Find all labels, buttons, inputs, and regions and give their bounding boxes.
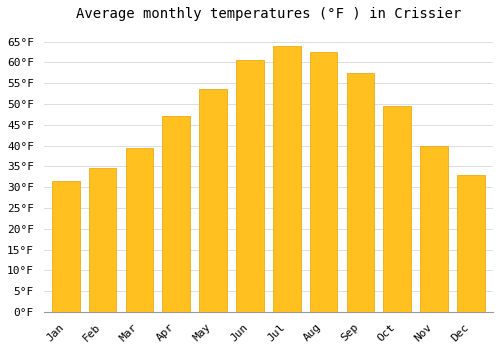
Bar (457, 175, 485, 312)
Bar (273, 46, 300, 312)
Bar (126, 148, 154, 312)
Title: Average monthly temperatures (°F ) in Crissier: Average monthly temperatures (°F ) in Cr… (76, 7, 461, 21)
Bar (384, 106, 411, 312)
Bar (200, 89, 227, 312)
Bar (236, 60, 264, 312)
Bar (310, 52, 338, 312)
Bar (52, 181, 80, 312)
Bar (89, 168, 117, 312)
Bar (420, 146, 448, 312)
Bar (346, 73, 374, 312)
Bar (162, 117, 190, 312)
